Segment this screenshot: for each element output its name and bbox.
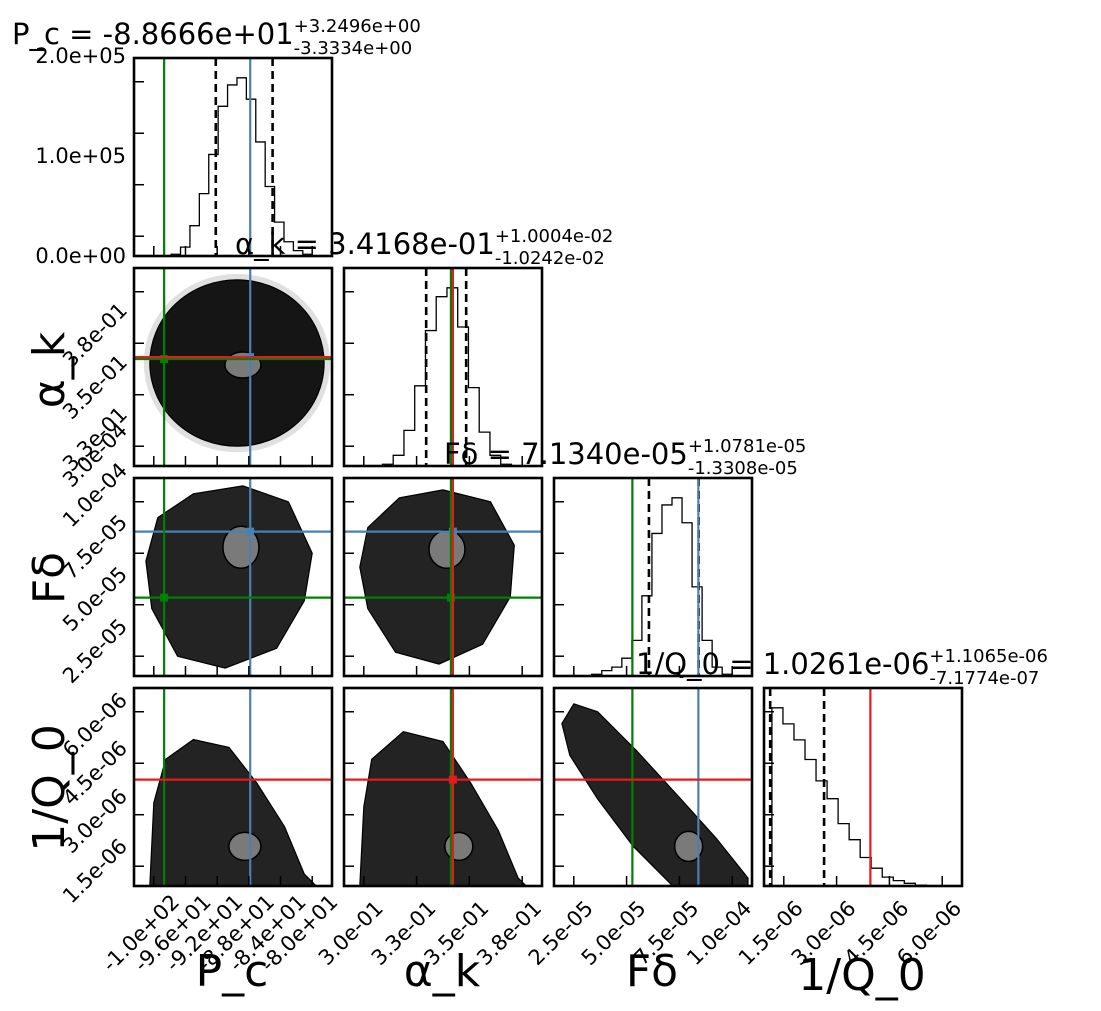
density-contour-outer [359, 489, 515, 665]
density-contour-inner [673, 830, 704, 863]
density-contour-inner [228, 831, 262, 862]
y-axis-label-2: 1/Q_0 [24, 724, 75, 851]
panel-frame [132, 56, 334, 258]
panel-frame [342, 266, 544, 468]
truth-blue-marker [246, 527, 255, 536]
y-axis-label-0: α_k [24, 331, 75, 408]
panel-frame [132, 686, 334, 888]
histogram-3 [771, 707, 928, 886]
panel-title-0: P_c = -8.8666e+01+3.2496e+00 -3.3334e+00 [12, 16, 421, 59]
density-contour-inner [444, 831, 474, 862]
truth-green-marker [160, 355, 169, 364]
truth-green-marker [160, 593, 169, 602]
panel-frame [552, 476, 754, 678]
x-axis-label-3: 1/Q_0 [798, 950, 925, 1001]
panel-frame [342, 476, 544, 678]
density-contour-inner [428, 529, 466, 570]
density-contour-outer [145, 485, 313, 669]
y-axis-label-1: Fδ [24, 552, 75, 604]
histogram-1 [371, 287, 523, 467]
panel-title-3: 1/Q_0 = 1.0261e-06+1.1065e-06 -7.1774e-07 [636, 646, 1048, 689]
y-tick-label: 0.0e+00 [35, 244, 126, 268]
panel-title-1: α_k = 3.4168e-01+1.0004e-02 -1.0242e-02 [235, 226, 613, 269]
density-contour-outer [561, 703, 749, 887]
panel-frame [552, 686, 754, 888]
truth-green-marker [446, 593, 455, 602]
x-axis-label-0: P_c [196, 946, 269, 997]
panel-frame [132, 476, 334, 678]
panel-frame [762, 686, 964, 888]
panel-frame [342, 686, 544, 888]
panel-frame [132, 266, 334, 468]
panel-title-2: Fδ = 7.1340e-05+1.0781e-05 -1.3308e-05 [444, 436, 806, 479]
histogram-0 [161, 77, 313, 257]
density-contour-outer [359, 730, 528, 887]
x-axis-label-1: α_k [404, 946, 481, 997]
density-contour-outer [149, 738, 318, 887]
histogram-2 [581, 497, 733, 677]
truth-red-marker [448, 775, 457, 784]
density-contour-inner [224, 351, 262, 379]
y-tick-label: 1.0e+05 [35, 144, 126, 168]
y-tick-label: 2.0e+05 [35, 44, 126, 68]
x-axis-label-2: Fδ [626, 946, 678, 997]
